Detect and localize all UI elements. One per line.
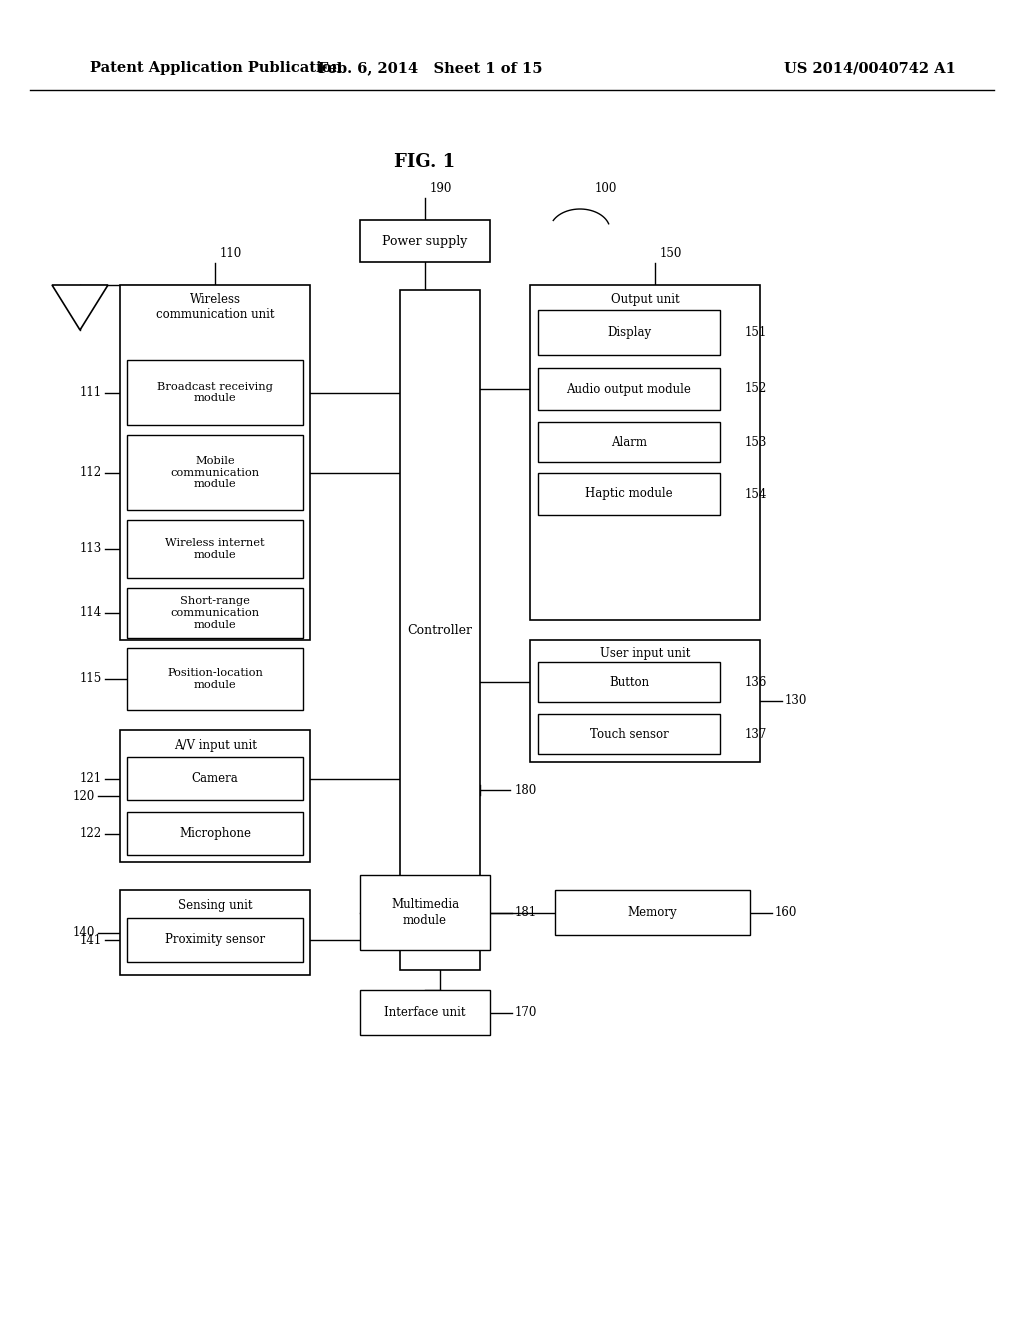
Bar xyxy=(127,360,303,425)
Text: Alarm: Alarm xyxy=(611,436,647,449)
Text: 137: 137 xyxy=(745,727,767,741)
Text: Button: Button xyxy=(609,676,649,689)
Bar xyxy=(400,290,480,970)
Bar xyxy=(120,890,310,975)
Text: 136: 136 xyxy=(745,676,767,689)
Text: 112: 112 xyxy=(80,466,102,479)
Bar xyxy=(127,917,303,962)
Text: 181: 181 xyxy=(515,906,538,919)
Text: Patent Application Publication: Patent Application Publication xyxy=(90,61,342,75)
Text: 140: 140 xyxy=(73,927,95,939)
Text: Feb. 6, 2014   Sheet 1 of 15: Feb. 6, 2014 Sheet 1 of 15 xyxy=(317,61,543,75)
Bar xyxy=(120,730,310,862)
Bar xyxy=(538,473,720,515)
Text: Broadcast receiving
module: Broadcast receiving module xyxy=(157,381,273,404)
Polygon shape xyxy=(52,285,108,330)
Text: Wireless
communication unit: Wireless communication unit xyxy=(156,293,274,321)
Text: 170: 170 xyxy=(515,1006,538,1019)
Text: 115: 115 xyxy=(80,672,102,685)
Text: FIG. 1: FIG. 1 xyxy=(394,153,456,172)
Text: Output unit: Output unit xyxy=(610,293,679,306)
Text: Multimedia
module: Multimedia module xyxy=(391,899,459,927)
Bar xyxy=(360,875,490,950)
Bar xyxy=(127,812,303,855)
Text: 130: 130 xyxy=(785,694,807,708)
Text: 152: 152 xyxy=(745,383,767,396)
Text: 180: 180 xyxy=(515,784,538,796)
Text: Microphone: Microphone xyxy=(179,828,251,840)
Bar xyxy=(538,310,720,355)
Text: 122: 122 xyxy=(80,828,102,840)
Bar xyxy=(127,756,303,800)
Text: Audio output module: Audio output module xyxy=(566,383,691,396)
Text: US 2014/0040742 A1: US 2014/0040742 A1 xyxy=(784,61,956,75)
Text: Interface unit: Interface unit xyxy=(384,1006,466,1019)
Text: Proximity sensor: Proximity sensor xyxy=(165,933,265,946)
Text: Mobile
communication
module: Mobile communication module xyxy=(170,455,259,490)
Text: Camera: Camera xyxy=(191,772,239,785)
Text: 121: 121 xyxy=(80,772,102,785)
Text: 160: 160 xyxy=(775,906,798,919)
Text: 190: 190 xyxy=(430,182,453,195)
Bar xyxy=(555,890,750,935)
Bar xyxy=(538,714,720,754)
Text: 120: 120 xyxy=(73,789,95,803)
Bar xyxy=(538,422,720,462)
Text: Controller: Controller xyxy=(408,623,472,636)
Text: 113: 113 xyxy=(80,543,102,556)
Text: Touch sensor: Touch sensor xyxy=(590,727,669,741)
Bar xyxy=(360,990,490,1035)
Bar xyxy=(538,368,720,411)
Text: Display: Display xyxy=(607,326,651,339)
Text: A/V input unit: A/V input unit xyxy=(173,738,256,751)
Bar xyxy=(127,436,303,510)
Text: 150: 150 xyxy=(660,247,682,260)
Bar xyxy=(127,648,303,710)
Text: Haptic module: Haptic module xyxy=(585,487,673,500)
Bar xyxy=(120,285,310,640)
Text: 111: 111 xyxy=(80,385,102,399)
Text: 114: 114 xyxy=(80,606,102,619)
Text: 153: 153 xyxy=(745,436,767,449)
Text: 154: 154 xyxy=(745,487,767,500)
Bar xyxy=(530,640,760,762)
Bar xyxy=(360,220,490,261)
Bar xyxy=(127,520,303,578)
Text: Power supply: Power supply xyxy=(382,235,468,248)
Bar xyxy=(530,285,760,620)
Text: User input unit: User input unit xyxy=(600,648,690,660)
Bar xyxy=(538,663,720,702)
Text: 100: 100 xyxy=(595,182,617,195)
Text: Position-location
module: Position-location module xyxy=(167,668,263,690)
Text: Sensing unit: Sensing unit xyxy=(178,899,252,912)
Text: 110: 110 xyxy=(220,247,243,260)
Text: Short-range
communication
module: Short-range communication module xyxy=(170,597,259,630)
Text: 141: 141 xyxy=(80,933,102,946)
Bar xyxy=(127,587,303,638)
Text: Wireless internet
module: Wireless internet module xyxy=(165,539,265,560)
Text: Memory: Memory xyxy=(628,906,677,919)
Text: 151: 151 xyxy=(745,326,767,339)
